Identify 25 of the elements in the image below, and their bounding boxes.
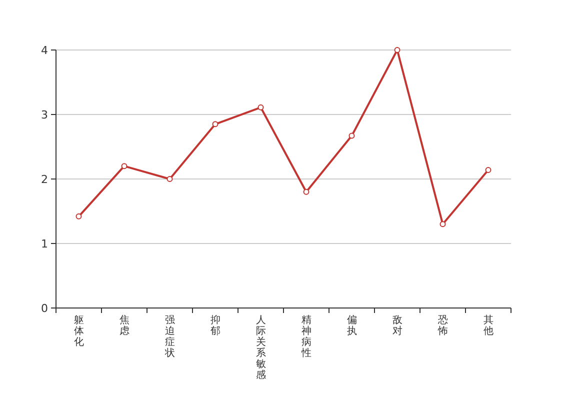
x-tick-label: 焦虑 [119, 314, 130, 337]
x-tick-label: 其他 [483, 314, 494, 337]
point [121, 163, 128, 170]
y-tick-label: 3 [41, 108, 48, 122]
point [76, 213, 82, 220]
point [348, 132, 355, 139]
y-tick-label: 0 [41, 302, 48, 315]
point [485, 166, 492, 173]
point [440, 221, 446, 228]
x-tick-label: 人际关系敏感 [256, 315, 266, 381]
x-tick-label: 敌对 [392, 315, 402, 337]
point [212, 121, 218, 128]
point [394, 47, 400, 53]
x-tick-label: 恐怖 [436, 315, 448, 337]
x-tick-label: 强迫症状 [164, 315, 175, 359]
point [303, 188, 310, 195]
x-tick-label: 躯体化 [74, 315, 84, 348]
y-tick-label: 4 [41, 44, 48, 57]
x-tick-label: 抑郁 [210, 314, 220, 337]
x-tick-label: 偏执 [346, 314, 357, 337]
x-tick-label: 精神病性 [300, 314, 312, 359]
point [166, 176, 173, 182]
y-tick-label: 1 [41, 237, 48, 250]
y-tick-label: 2 [41, 172, 48, 186]
point [258, 104, 264, 110]
